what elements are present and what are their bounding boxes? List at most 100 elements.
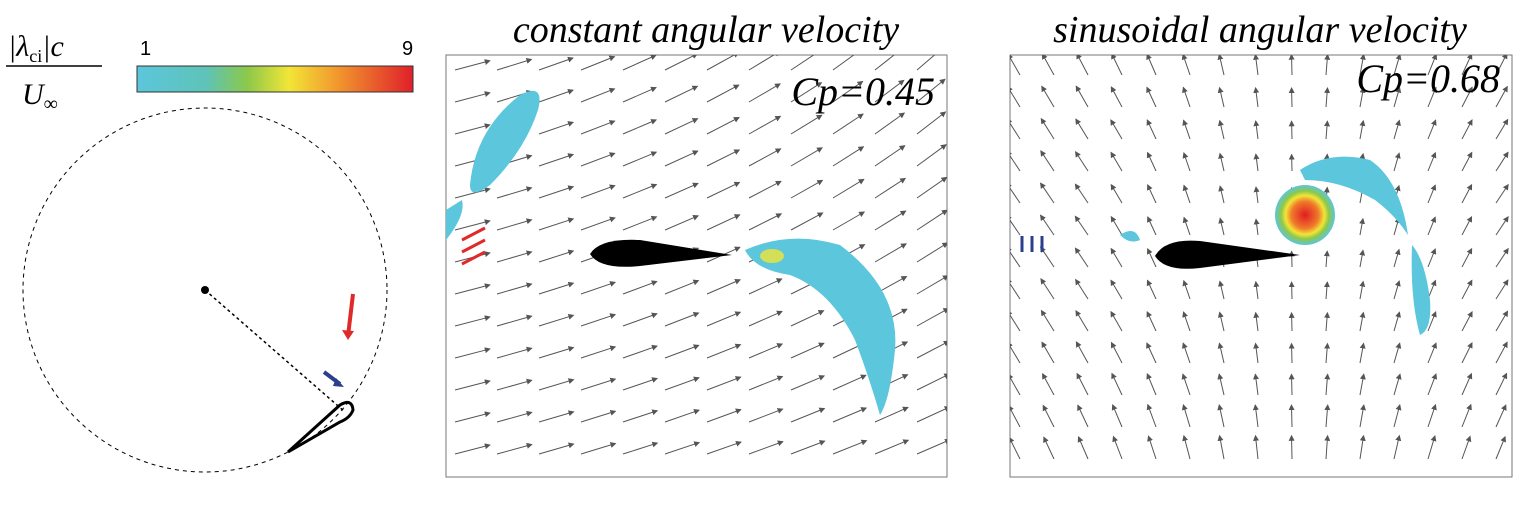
velocity-arrow (1182, 152, 1191, 172)
velocity-arrow (580, 313, 617, 327)
panel-frame (1009, 54, 1513, 478)
velocity-arrow (1040, 182, 1055, 204)
velocity-arrow (1495, 310, 1509, 332)
velocity-arrow (1359, 404, 1366, 428)
velocity-arrow (1010, 404, 1021, 428)
velocity-arrow (1217, 342, 1225, 364)
orbit (22, 107, 388, 473)
velocity-arrow (1252, 404, 1259, 428)
label-part: ∞ (44, 93, 58, 115)
velocity-arrow (1461, 310, 1473, 332)
velocity-arrow (454, 347, 491, 359)
velocity-arrow (1217, 434, 1225, 460)
velocity-arrow (1146, 403, 1157, 428)
velocity-arrow (1461, 119, 1473, 140)
velocity-arrow (832, 407, 868, 423)
velocity-arrow (580, 442, 617, 455)
velocity-arrow (874, 79, 905, 103)
velocity-arrow (706, 181, 741, 199)
velocity-arrow (1146, 86, 1157, 108)
velocity-arrow (706, 311, 742, 327)
velocity-arrow (538, 410, 575, 423)
velocity-arrow (1110, 247, 1123, 268)
velocity-arrow (1075, 118, 1089, 140)
velocity-arrow (1359, 434, 1366, 460)
velocity-arrow (1253, 342, 1260, 364)
velocity-arrow (790, 212, 824, 231)
velocity-arrow (1110, 119, 1123, 140)
velocity-arrow (664, 376, 700, 391)
velocity-arrow (790, 55, 822, 71)
velocity-arrow (1074, 215, 1089, 236)
velocity-arrow (1040, 150, 1055, 172)
velocity-arrow (580, 55, 616, 71)
velocity-arrow (1010, 436, 1021, 460)
velocity-arrow (1393, 55, 1402, 76)
colorbar (136, 65, 414, 93)
velocity-arrow (1461, 86, 1473, 108)
velocity-arrow (538, 185, 575, 199)
velocity-arrow (1147, 184, 1157, 204)
velocity-field (1010, 55, 1509, 460)
velocity-arrow (1253, 280, 1260, 300)
velocity-arrow (1041, 55, 1055, 76)
velocity-arrow (1393, 119, 1401, 140)
velocity-arrow (874, 439, 910, 455)
velocity-arrow (1041, 341, 1055, 364)
velocity-arrow (1495, 279, 1509, 300)
velocity-arrow (1461, 247, 1473, 268)
velocity-arrow (1040, 117, 1055, 140)
velocity-arrow (454, 187, 491, 199)
velocity-arrow (1427, 311, 1437, 332)
velocity-arrow (496, 346, 533, 359)
velocity-arrow (1218, 280, 1225, 300)
velocity-arrow (1253, 86, 1260, 108)
velocity-arrow (1182, 311, 1191, 332)
velocity-arrow (1010, 373, 1021, 396)
velocity-arrow (874, 406, 909, 423)
velocity-arrow (1495, 55, 1508, 76)
velocity-arrow (1324, 434, 1331, 460)
velocity-arrow (916, 176, 947, 199)
radius (204, 289, 346, 413)
vortex-patch (745, 238, 896, 415)
velocity-arrow (916, 78, 946, 103)
velocity-arrow (790, 407, 826, 423)
velocity-arrow (874, 55, 895, 71)
velocity-arrow (664, 85, 699, 103)
velocity-arrow (664, 215, 700, 231)
freestream-arrows (461, 226, 486, 266)
velocity-arrow (1217, 404, 1225, 428)
velocity-arrow (664, 344, 700, 359)
vortex-core (760, 249, 784, 263)
velocity-arrow (1110, 215, 1123, 236)
velocity-arrow (1427, 342, 1437, 364)
velocity-arrow (1393, 434, 1402, 460)
velocity-arrow (1253, 153, 1260, 172)
velocity-arrow (1427, 86, 1437, 108)
velocity-arrow (832, 178, 865, 199)
velocity-arrow (1393, 248, 1401, 268)
velocity-arrow (1427, 435, 1437, 460)
velocity-arrow (496, 218, 533, 231)
velocity-arrow (580, 216, 616, 231)
velocity-arrow (580, 377, 617, 391)
panel-title: constant angular velocity (513, 9, 899, 51)
velocity-arrow (1217, 55, 1225, 76)
velocity-arrow (454, 283, 491, 295)
velocity-arrow (916, 55, 936, 71)
velocity-arrow (1010, 278, 1021, 300)
velocity-arrow (790, 342, 825, 359)
velocity-arrow (1076, 372, 1089, 396)
velocity-arrow (916, 308, 947, 327)
velocity-arrow (874, 243, 907, 263)
velocity-arrow (496, 186, 533, 199)
velocity-arrow (706, 278, 741, 295)
label-part: |λ (8, 30, 29, 63)
velocity-arrow (664, 118, 699, 135)
velocity-arrow (1288, 404, 1295, 428)
velocity-arrow (1495, 85, 1508, 108)
label-part: U (22, 78, 46, 111)
label-part: |c (42, 30, 64, 63)
arrowhead (333, 378, 344, 387)
